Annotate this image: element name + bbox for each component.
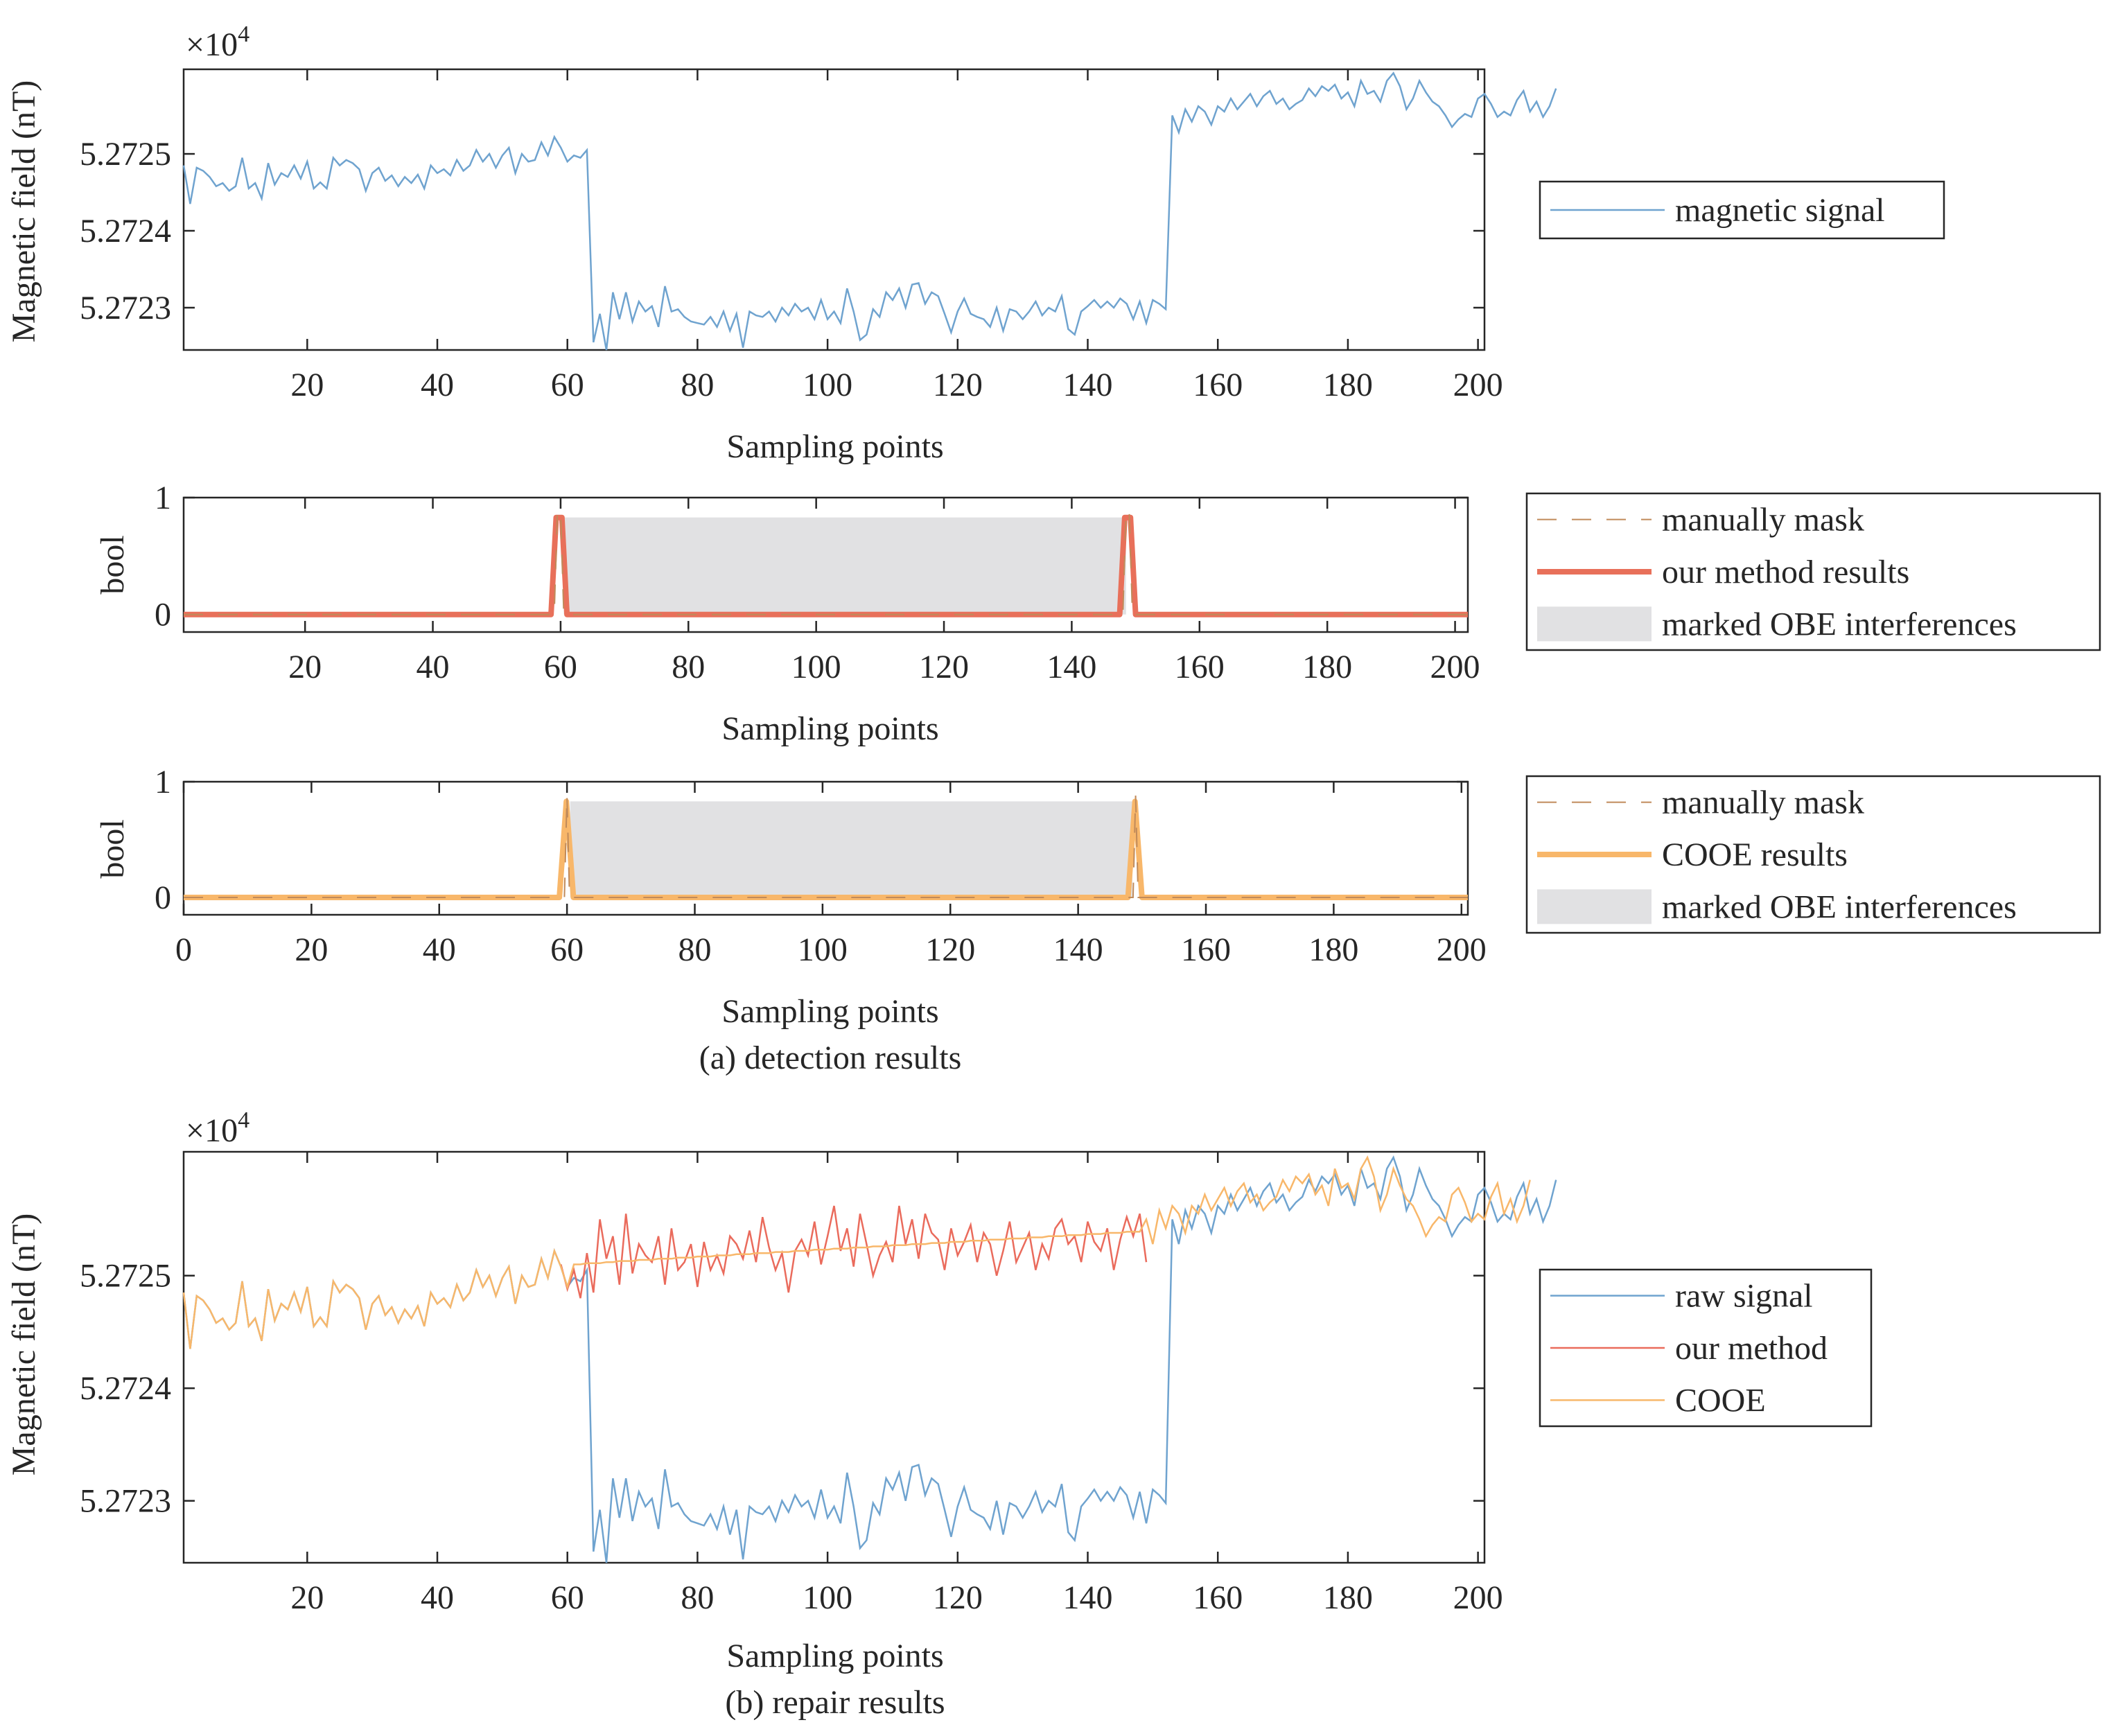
x-tick-label: 40: [423, 931, 456, 968]
x-tick-label: 140: [1063, 367, 1113, 403]
x-tick-label: 60: [544, 649, 577, 685]
x-tick-label: 100: [798, 931, 848, 968]
obe-interference-region: [570, 801, 1133, 897]
chart-magnetic-signal: ×104 Magnetic field (nT) Sampling points…: [6, 21, 1945, 465]
y-tick-label: 5.2725: [80, 1258, 171, 1295]
series-detection-results: [184, 514, 1468, 617]
x-axis-label: Sampling points: [726, 1638, 943, 1674]
series-our-method: [560, 1205, 1148, 1299]
legend-label: magnetic signal: [1675, 192, 1885, 229]
x-tick-label: 20: [295, 931, 328, 968]
legend-label: our method: [1675, 1330, 1828, 1367]
x-tick-label: 80: [672, 649, 705, 685]
legend-swatch: [1537, 889, 1652, 924]
x-tick-label: 180: [1302, 649, 1352, 685]
y-axis-label: bool: [94, 535, 131, 594]
series-manually-mask: [184, 511, 1468, 615]
exponent-label: ×104: [186, 1107, 249, 1149]
x-tick-label: 100: [803, 1579, 852, 1616]
legend-label: manually mask: [1662, 502, 1864, 538]
x-tick-label: 80: [678, 931, 712, 968]
plot-frame: [182, 780, 1469, 916]
y-tick-label: 5.2724: [80, 213, 171, 249]
x-tick-label: 0: [175, 931, 192, 968]
plot-frame: [182, 68, 1486, 351]
x-tick-label: 20: [288, 649, 322, 685]
x-tick-label: 60: [551, 367, 584, 403]
x-tick-label: 160: [1181, 931, 1231, 968]
legend-label: our method results: [1662, 554, 1909, 590]
y-tick-label: 1: [155, 480, 171, 516]
x-tick-label: 100: [803, 367, 852, 403]
x-tick-label: 120: [933, 1579, 983, 1616]
chart-our-method-detection: bool Sampling points 20 40 60 80 100 120 140 16…: [94, 480, 2101, 747]
obe-interference-region: [563, 517, 1126, 615]
x-tick-label: 100: [791, 649, 841, 685]
x-tick-label: 20: [290, 1579, 324, 1616]
series-manually-mask: [184, 795, 1468, 898]
x-tick-label: 160: [1175, 649, 1225, 685]
y-tick-label: 1: [155, 764, 171, 800]
x-tick-label: 180: [1323, 367, 1373, 403]
x-tick-label: 180: [1308, 931, 1358, 968]
exponent-label: ×104: [186, 21, 249, 63]
x-tick-label: 200: [1453, 1579, 1503, 1616]
x-tick-label: 140: [1046, 649, 1096, 685]
plot-frame: [182, 496, 1469, 633]
caption-repair-results: (b) repair results: [725, 1684, 945, 1721]
x-tick-label: 120: [919, 649, 969, 685]
x-tick-label: 120: [933, 367, 983, 403]
y-axis-label: Magnetic field (nT): [6, 80, 42, 343]
y-tick-label: 5.2723: [80, 290, 171, 326]
x-tick-label: 40: [417, 649, 450, 685]
x-axis-label: Sampling points: [721, 710, 938, 747]
x-tick-label: 80: [681, 367, 714, 403]
x-axis-label: Sampling points: [726, 428, 943, 465]
legend-label: marked OBE interferences: [1662, 888, 2017, 925]
x-tick-label: 160: [1193, 1579, 1243, 1616]
y-tick-label: 5.2724: [80, 1370, 171, 1407]
x-tick-label: 20: [290, 367, 324, 403]
plot-frame: [182, 1150, 1486, 1564]
x-tick-label: 140: [1053, 931, 1103, 968]
x-tick-label: 40: [421, 1579, 454, 1616]
series-detection-results: [184, 798, 1468, 900]
y-tick-label: 0: [155, 879, 171, 916]
legend-label: manually mask: [1662, 784, 1864, 821]
caption-detection-results: (a) detection results: [699, 1040, 962, 1076]
x-tick-label: 160: [1193, 367, 1243, 403]
legend-label: raw signal: [1675, 1278, 1813, 1315]
x-tick-label: 60: [551, 1579, 584, 1616]
legend-label: COOE: [1675, 1382, 1766, 1419]
legend-swatch: [1537, 606, 1652, 642]
y-axis-label: bool: [94, 819, 131, 878]
x-axis-label: Sampling points: [721, 993, 938, 1030]
x-tick-label: 80: [681, 1579, 714, 1616]
chart-repair-results: ×104 Magnetic field (nT) Sampling points…: [6, 1107, 1873, 1721]
y-tick-label: 5.2725: [80, 136, 171, 173]
x-tick-label: 60: [550, 931, 584, 968]
series-raw-signal: [182, 1155, 1557, 1563]
x-tick-label: 180: [1323, 1579, 1373, 1616]
y-axis-label: Magnetic field (nT): [6, 1213, 42, 1476]
series-magnetic-signal: [182, 71, 1557, 351]
legend-label: marked OBE interferences: [1662, 606, 2017, 642]
chart-cooe-detection: bool Sampling points (a) detection resul…: [94, 764, 2101, 1076]
x-tick-label: 200: [1430, 649, 1480, 685]
y-tick-label: 0: [155, 597, 171, 633]
x-tick-label: 40: [421, 367, 454, 403]
x-tick-label: 200: [1437, 931, 1487, 968]
x-tick-label: 120: [925, 931, 975, 968]
x-tick-label: 200: [1453, 367, 1503, 403]
x-tick-label: 140: [1063, 1579, 1113, 1616]
series-cooe: [182, 1155, 1531, 1349]
y-tick-label: 5.2723: [80, 1483, 171, 1520]
legend-label: COOE results: [1662, 836, 1848, 873]
